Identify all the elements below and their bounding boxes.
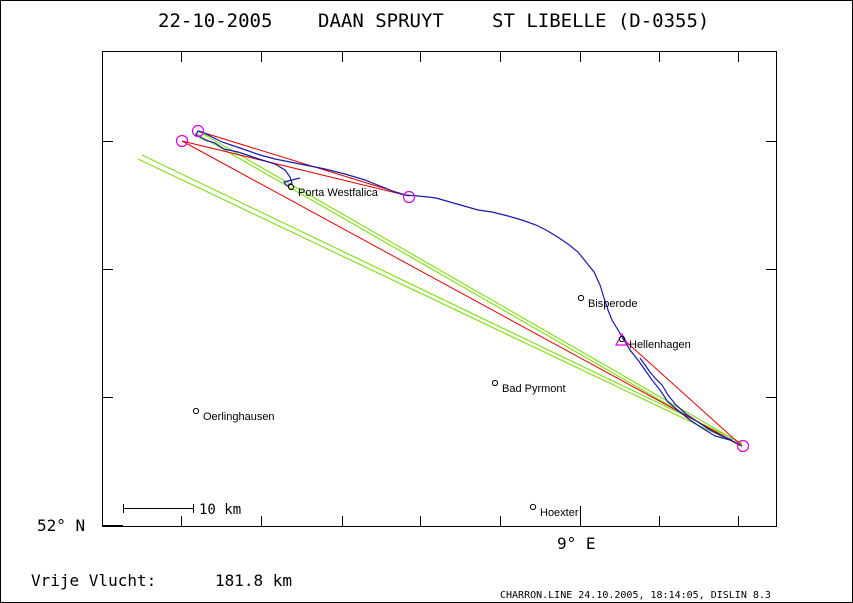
pilot-name: DAAN SPRUYT bbox=[318, 10, 444, 32]
place-porta-westfalica: Porta Westfalica bbox=[298, 187, 379, 199]
lon-axis-label: 9° E bbox=[557, 534, 596, 553]
plot-frame bbox=[102, 51, 777, 527]
place-hoexter: Hoexter bbox=[540, 507, 579, 519]
flight-track bbox=[195, 130, 743, 447]
place-markers bbox=[192, 183, 626, 511]
distance-value: 181.8 km bbox=[215, 571, 292, 590]
distance-label: Vrije Vlucht: bbox=[31, 571, 156, 590]
green-lines bbox=[137, 130, 743, 447]
lat-axis-label: 52° N bbox=[37, 516, 85, 535]
place-bad-pyrmont: Bad Pyrmont bbox=[502, 383, 566, 395]
scale-bar bbox=[123, 504, 194, 513]
place-bisperode: Bisperode bbox=[588, 298, 638, 310]
place-oerlinghausen: Oerlinghausen bbox=[203, 411, 275, 423]
place-hellenhagen: Hellenhagen bbox=[629, 339, 691, 351]
flight-track-secondary bbox=[639, 357, 733, 441]
scale-bar-label: 10 km bbox=[199, 502, 241, 518]
axis-ticks bbox=[103, 52, 776, 526]
credits-line: CHARRON.LINE 24.10.2005, 18:14:05, DISLI… bbox=[500, 590, 771, 601]
flight-date: 22-10-2005 bbox=[158, 10, 272, 32]
glider-name: ST LIBELLE (D-0355) bbox=[492, 10, 709, 32]
task-legs bbox=[181, 130, 743, 447]
